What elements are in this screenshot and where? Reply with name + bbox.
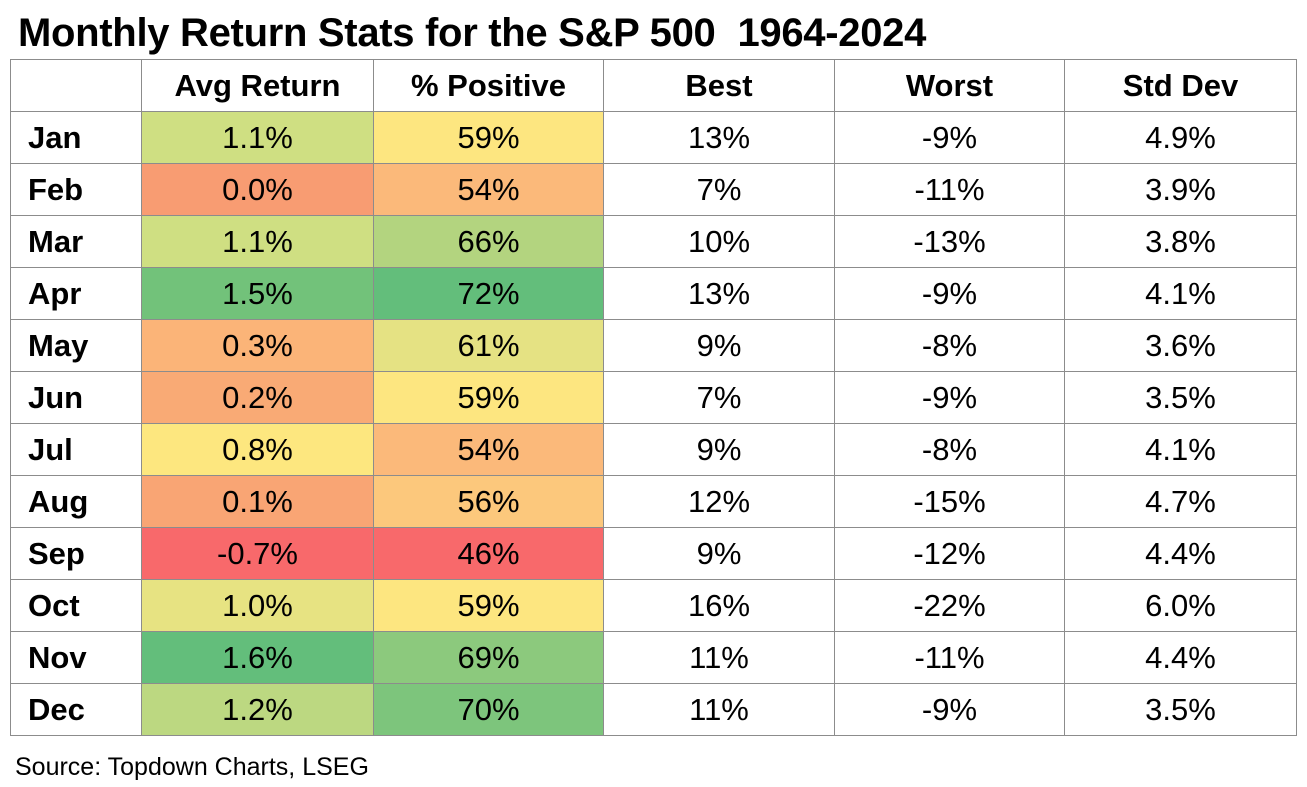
cell-pct-positive: 56% bbox=[373, 475, 604, 528]
cell-std-dev: 4.4% bbox=[1064, 527, 1297, 580]
header-row: Avg Return % Positive Best Worst Std Dev bbox=[10, 59, 1297, 112]
cell-best: 13% bbox=[603, 111, 835, 164]
table-row: Jun 0.2% 59% 7% -9% 3.5% bbox=[10, 371, 1297, 424]
cell-avg-return: 0.0% bbox=[141, 163, 374, 216]
cell-pct-positive: 69% bbox=[373, 631, 604, 684]
cell-pct-positive: 46% bbox=[373, 527, 604, 580]
cell-pct-positive: 72% bbox=[373, 267, 604, 320]
cell-month: Sep bbox=[10, 527, 142, 580]
cell-std-dev: 4.1% bbox=[1064, 423, 1297, 476]
cell-month: Jun bbox=[10, 371, 142, 424]
cell-best: 9% bbox=[603, 319, 835, 372]
cell-pct-positive: 54% bbox=[373, 423, 604, 476]
table-row: May 0.3% 61% 9% -8% 3.6% bbox=[10, 319, 1297, 372]
cell-avg-return: 1.5% bbox=[141, 267, 374, 320]
header-month bbox=[10, 59, 142, 112]
cell-worst: -8% bbox=[834, 319, 1065, 372]
cell-best: 9% bbox=[603, 527, 835, 580]
cell-avg-return: 0.2% bbox=[141, 371, 374, 424]
cell-month: Jan bbox=[10, 111, 142, 164]
source-note: Source: Topdown Charts, LSEG bbox=[15, 753, 369, 781]
table-row: Dec 1.2% 70% 11% -9% 3.5% bbox=[10, 683, 1297, 736]
cell-worst: -9% bbox=[834, 371, 1065, 424]
cell-worst: -11% bbox=[834, 163, 1065, 216]
table-row: Feb 0.0% 54% 7% -11% 3.9% bbox=[10, 163, 1297, 216]
title-range: 1964-2024 bbox=[737, 11, 927, 55]
cell-best: 10% bbox=[603, 215, 835, 268]
header-std-dev: Std Dev bbox=[1064, 59, 1297, 112]
cell-month: Jul bbox=[10, 423, 142, 476]
cell-best: 7% bbox=[603, 371, 835, 424]
title-main: Monthly Return Stats for the S&P 500 bbox=[18, 11, 716, 55]
table-row: Jul 0.8% 54% 9% -8% 4.1% bbox=[10, 423, 1297, 476]
cell-std-dev: 4.4% bbox=[1064, 631, 1297, 684]
chart-title: Monthly Return Stats for the S&P 500 1964… bbox=[18, 8, 926, 58]
cell-pct-positive: 70% bbox=[373, 683, 604, 736]
cell-worst: -9% bbox=[834, 111, 1065, 164]
cell-worst: -15% bbox=[834, 475, 1065, 528]
cell-month: Nov bbox=[10, 631, 142, 684]
cell-std-dev: 6.0% bbox=[1064, 579, 1297, 632]
cell-pct-positive: 59% bbox=[373, 371, 604, 424]
header-worst: Worst bbox=[834, 59, 1065, 112]
table-row: Oct 1.0% 59% 16% -22% 6.0% bbox=[10, 579, 1297, 632]
cell-month: Apr bbox=[10, 267, 142, 320]
table-row: Mar 1.1% 66% 10% -13% 3.8% bbox=[10, 215, 1297, 268]
table-row: Sep -0.7% 46% 9% -12% 4.4% bbox=[10, 527, 1297, 580]
header-pct-positive: % Positive bbox=[373, 59, 604, 112]
cell-best: 11% bbox=[603, 631, 835, 684]
cell-std-dev: 3.8% bbox=[1064, 215, 1297, 268]
cell-pct-positive: 59% bbox=[373, 579, 604, 632]
cell-worst: -9% bbox=[834, 267, 1065, 320]
cell-month: Feb bbox=[10, 163, 142, 216]
cell-std-dev: 4.1% bbox=[1064, 267, 1297, 320]
cell-std-dev: 4.7% bbox=[1064, 475, 1297, 528]
header-avg-return: Avg Return bbox=[141, 59, 374, 112]
cell-best: 11% bbox=[603, 683, 835, 736]
cell-pct-positive: 54% bbox=[373, 163, 604, 216]
table-row: Aug 0.1% 56% 12% -15% 4.7% bbox=[10, 475, 1297, 528]
table-row: Nov 1.6% 69% 11% -11% 4.4% bbox=[10, 631, 1297, 684]
cell-std-dev: 3.5% bbox=[1064, 371, 1297, 424]
cell-worst: -9% bbox=[834, 683, 1065, 736]
cell-avg-return: 0.8% bbox=[141, 423, 374, 476]
cell-avg-return: 1.1% bbox=[141, 111, 374, 164]
cell-worst: -11% bbox=[834, 631, 1065, 684]
cell-worst: -13% bbox=[834, 215, 1065, 268]
cell-month: Aug bbox=[10, 475, 142, 528]
cell-std-dev: 3.6% bbox=[1064, 319, 1297, 372]
cell-best: 16% bbox=[603, 579, 835, 632]
cell-std-dev: 4.9% bbox=[1064, 111, 1297, 164]
cell-pct-positive: 59% bbox=[373, 111, 604, 164]
cell-pct-positive: 66% bbox=[373, 215, 604, 268]
cell-avg-return: 1.0% bbox=[141, 579, 374, 632]
cell-month: Oct bbox=[10, 579, 142, 632]
cell-avg-return: 1.2% bbox=[141, 683, 374, 736]
cell-std-dev: 3.5% bbox=[1064, 683, 1297, 736]
cell-avg-return: 0.3% bbox=[141, 319, 374, 372]
cell-best: 7% bbox=[603, 163, 835, 216]
cell-avg-return: -0.7% bbox=[141, 527, 374, 580]
monthly-stats-table: Avg Return % Positive Best Worst Std Dev… bbox=[10, 59, 1297, 736]
cell-best: 9% bbox=[603, 423, 835, 476]
cell-worst: -22% bbox=[834, 579, 1065, 632]
cell-best: 12% bbox=[603, 475, 835, 528]
cell-month: May bbox=[10, 319, 142, 372]
cell-best: 13% bbox=[603, 267, 835, 320]
cell-month: Dec bbox=[10, 683, 142, 736]
table-body: Jan 1.1% 59% 13% -9% 4.9% Feb 0.0% 54% 7% -11% 3.9%… bbox=[10, 111, 1297, 736]
cell-avg-return: 0.1% bbox=[141, 475, 374, 528]
cell-std-dev: 3.9% bbox=[1064, 163, 1297, 216]
cell-avg-return: 1.1% bbox=[141, 215, 374, 268]
cell-pct-positive: 61% bbox=[373, 319, 604, 372]
cell-month: Mar bbox=[10, 215, 142, 268]
table-row: Jan 1.1% 59% 13% -9% 4.9% bbox=[10, 111, 1297, 164]
cell-avg-return: 1.6% bbox=[141, 631, 374, 684]
cell-worst: -8% bbox=[834, 423, 1065, 476]
cell-worst: -12% bbox=[834, 527, 1065, 580]
table-row: Apr 1.5% 72% 13% -9% 4.1% bbox=[10, 267, 1297, 320]
header-best: Best bbox=[603, 59, 835, 112]
